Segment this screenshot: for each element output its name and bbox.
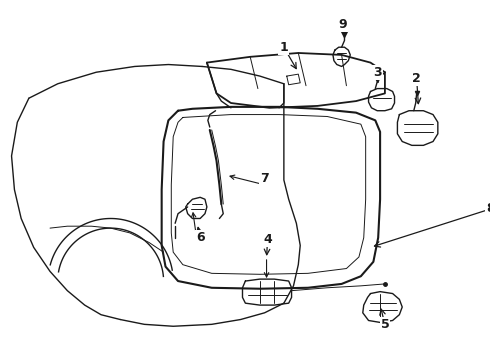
Text: 6: 6 [196,231,204,244]
Text: 2: 2 [412,72,421,85]
Text: 8: 8 [487,202,490,215]
Text: 1: 1 [279,41,288,54]
Text: 5: 5 [381,318,389,331]
Text: 9: 9 [338,18,347,31]
Text: 7: 7 [260,172,269,185]
Text: 4: 4 [263,233,272,246]
Text: 3: 3 [373,66,382,79]
